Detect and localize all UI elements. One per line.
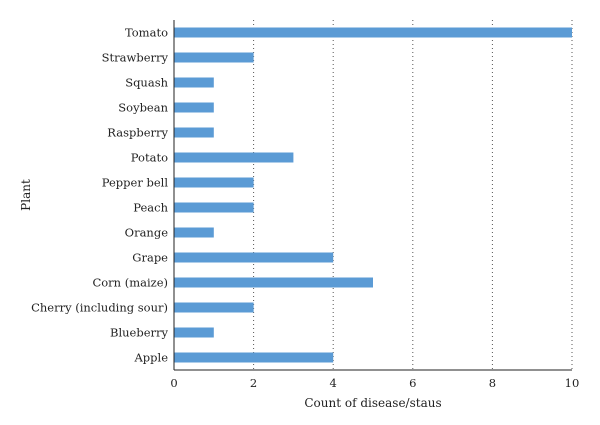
category-label-4: Raspberry bbox=[107, 126, 168, 140]
bar-8 bbox=[174, 227, 214, 238]
category-label-3: Soybean bbox=[118, 101, 168, 115]
y-axis-title: Plant bbox=[19, 179, 33, 211]
axes bbox=[173, 20, 572, 371]
x-axis-title: Count of disease/staus bbox=[304, 396, 441, 410]
gridlines bbox=[253, 20, 573, 370]
category-label-5: Potato bbox=[131, 151, 168, 165]
bar-4 bbox=[174, 127, 214, 138]
bar-3 bbox=[174, 102, 214, 113]
x-tick-label-5: 10 bbox=[565, 376, 580, 390]
bar-2 bbox=[174, 77, 214, 88]
category-label-10: Corn (maize) bbox=[92, 276, 168, 290]
x-tick-label-3: 6 bbox=[409, 376, 416, 390]
tick-labels: Tomato Strawberry Squash Soybean Raspberry Po… bbox=[31, 26, 579, 391]
category-label-8: Orange bbox=[125, 226, 169, 240]
category-label-2: Squash bbox=[125, 76, 168, 90]
bar-1 bbox=[174, 52, 254, 63]
category-label-6: Pepper bell bbox=[102, 176, 169, 190]
category-label-11: Cherry (including sour) bbox=[31, 301, 168, 315]
category-label-7: Peach bbox=[133, 201, 168, 215]
bars bbox=[174, 27, 572, 363]
category-label-12: Blueberry bbox=[110, 326, 169, 340]
bar-11 bbox=[174, 302, 254, 313]
bar-13 bbox=[174, 352, 334, 363]
bar-7 bbox=[174, 202, 254, 213]
bar-10 bbox=[174, 277, 373, 288]
category-label-1: Strawberry bbox=[102, 51, 169, 65]
category-label-9: Grape bbox=[132, 251, 168, 265]
bar-0 bbox=[174, 27, 572, 38]
x-tick-label-4: 8 bbox=[489, 376, 496, 390]
bar-5 bbox=[174, 152, 294, 163]
bar-6 bbox=[174, 177, 254, 188]
x-tick-label-1: 2 bbox=[250, 376, 257, 390]
bar-12 bbox=[174, 327, 214, 338]
x-tick-label-2: 4 bbox=[330, 376, 337, 390]
bar-9 bbox=[174, 252, 334, 263]
category-label-13: Apple bbox=[133, 351, 168, 365]
category-label-0: Tomato bbox=[125, 26, 168, 40]
x-tick-label-0: 0 bbox=[170, 376, 177, 390]
